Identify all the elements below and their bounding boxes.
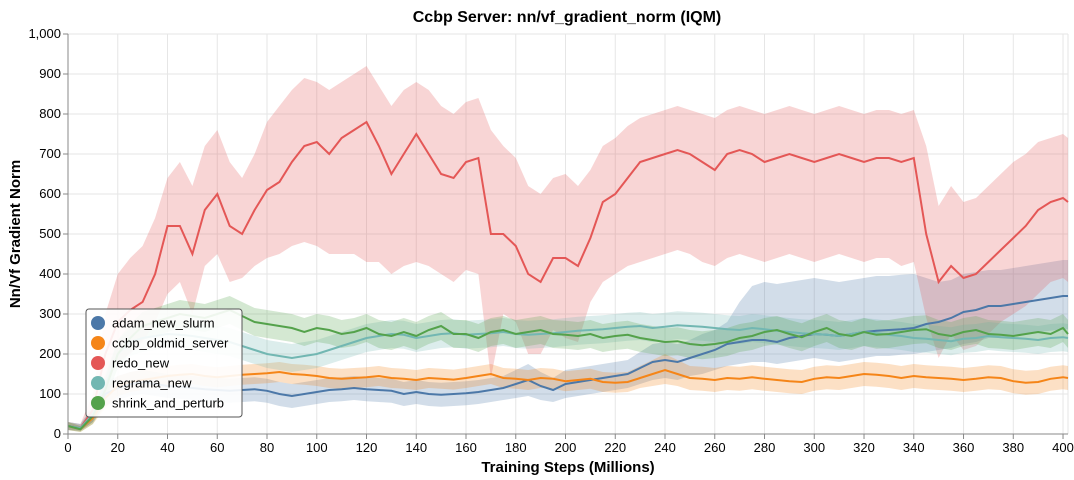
x-tick-label: 120: [356, 440, 378, 455]
band-redo_new: [68, 66, 1068, 431]
x-tick-label: 360: [953, 440, 975, 455]
x-tick-label: 60: [210, 440, 224, 455]
x-tick-label: 340: [903, 440, 925, 455]
x-tick-label: 320: [853, 440, 875, 455]
y-axis-title: Nn/Vf Gradient Norm: [7, 160, 24, 308]
x-tick-label: 400: [1052, 440, 1074, 455]
x-tick-label: 240: [654, 440, 676, 455]
legend-swatch: [91, 356, 105, 370]
y-tick-label: 0: [54, 426, 61, 441]
x-tick-label: 260: [704, 440, 726, 455]
y-tick-label: 200: [39, 346, 61, 361]
x-tick-label: 200: [555, 440, 577, 455]
legend-swatch: [91, 316, 105, 330]
x-tick-label: 20: [111, 440, 125, 455]
x-axis-title: Training Steps (Millions): [481, 459, 654, 476]
x-tick-label: 280: [754, 440, 776, 455]
x-tick-label: 180: [505, 440, 527, 455]
y-tick-label: 1,000: [28, 26, 61, 41]
x-tick-label: 100: [306, 440, 328, 455]
y-tick-label: 800: [39, 106, 61, 121]
x-tick-label: 300: [803, 440, 825, 455]
y-tick-label: 500: [39, 226, 61, 241]
line-redo_new: [67, 120, 1069, 430]
y-tick-label: 100: [39, 386, 61, 401]
legend-label: ccbp_oldmid_server: [112, 336, 229, 351]
x-tick-label: 40: [160, 440, 174, 455]
y-tick-label: 700: [39, 146, 61, 161]
legend-label: shrink_and_perturb: [112, 396, 224, 411]
axes: 0 100 200 300 400 500 600 700 800 900 1,000 0 20 40 60…: [28, 26, 1073, 455]
x-tick-label: 0: [64, 440, 71, 455]
legend-label: adam_new_slurm: [112, 316, 215, 331]
x-tick-label: 380: [1002, 440, 1024, 455]
x-tick-label: 80: [260, 440, 274, 455]
x-tick-label: 140: [405, 440, 427, 455]
legend-swatch: [91, 396, 105, 410]
legend-box: [85, 308, 243, 418]
y-tick-label: 400: [39, 266, 61, 281]
legend-label: redo_new: [112, 356, 170, 371]
legend-label: regrama_new: [112, 376, 192, 391]
y-tick-label: 300: [39, 306, 61, 321]
y-tick-label: 600: [39, 186, 61, 201]
legend-swatch: [91, 376, 105, 390]
chart-title: Ccbp Server: nn/vf_gradient_norm (IQM): [413, 9, 722, 26]
x-tick-label: 220: [604, 440, 626, 455]
legend: adam_new_slurm ccbp_oldmid_server redo_new…: [85, 308, 243, 418]
band-adam_new_slurm: [68, 260, 1068, 431]
y-tick-label: 900: [39, 66, 61, 81]
legend-swatch: [91, 336, 105, 350]
band-ccbp_oldmid_server: [68, 354, 1068, 432]
band-regrama_new: [68, 311, 1068, 431]
x-tick-label: 160: [455, 440, 477, 455]
